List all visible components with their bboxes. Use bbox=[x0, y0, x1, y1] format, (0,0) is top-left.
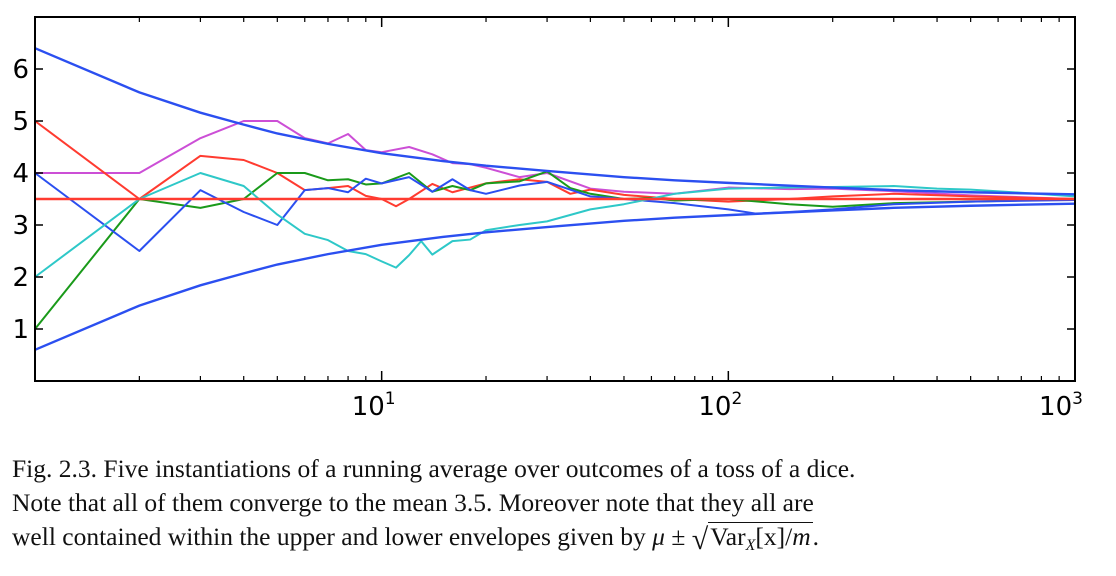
sqrt-sign-icon: √ bbox=[691, 523, 709, 556]
caption-sqrt-expression: √VarX[x]/m bbox=[692, 520, 813, 560]
caption-mu: μ bbox=[652, 522, 665, 551]
x-axis: 101 102 103 bbox=[138, 17, 1083, 422]
sqrt-body: VarX[x]/m bbox=[708, 522, 813, 560]
x-tick-label-base: 10 bbox=[698, 392, 731, 422]
y-tick-label-5: 5 bbox=[12, 107, 29, 137]
y-axis: 1 2 3 4 5 6 bbox=[12, 55, 1075, 345]
x-tick-label-1: 101 bbox=[352, 389, 396, 422]
sqrt-slash: / bbox=[785, 522, 793, 551]
y-tick-label-6: 6 bbox=[12, 55, 29, 85]
series-line-3 bbox=[34, 170, 1076, 330]
y-tick-label-4: 4 bbox=[12, 159, 29, 189]
x-tick-label-2: 102 bbox=[698, 389, 742, 422]
caption-line-3: well contained within the upper and lowe… bbox=[12, 520, 1108, 560]
x-tick-label-exponent: 2 bbox=[731, 389, 742, 409]
caption-line-1: Fig. 2.3. Five instantiations of a runni… bbox=[12, 454, 856, 483]
caption-line-3-end: . bbox=[812, 522, 819, 551]
sqrt-arg: [x] bbox=[755, 522, 786, 551]
envelope-layer bbox=[34, 47, 1076, 351]
caption-plus-minus: ± bbox=[671, 522, 686, 551]
y-tick-label-3: 3 bbox=[12, 211, 29, 241]
caption-line-2: Note that all of them converge to the me… bbox=[12, 488, 814, 517]
upper-envelope-line bbox=[34, 47, 1076, 196]
sqrt-m: m bbox=[792, 522, 811, 551]
sqrt-sub: X bbox=[745, 537, 756, 554]
x-tick-label-exponent: 3 bbox=[1072, 389, 1083, 409]
x-tick-label-3: 103 bbox=[1039, 389, 1083, 422]
caption-line-3-text: well contained within the upper and lowe… bbox=[12, 522, 646, 551]
y-tick-label-1: 1 bbox=[12, 315, 29, 345]
y-tick-label-2: 2 bbox=[12, 263, 29, 293]
lower-envelope-line bbox=[34, 202, 1076, 351]
plot-frame bbox=[34, 16, 1076, 382]
x-tick-label-base: 10 bbox=[352, 392, 385, 422]
series-layer bbox=[34, 120, 1076, 330]
x-tick-label-exponent: 1 bbox=[385, 389, 396, 409]
series-line-2 bbox=[34, 120, 1076, 208]
figure-caption: Fig. 2.3. Five instantiations of a runni… bbox=[12, 452, 1108, 560]
x-tick-label-base: 10 bbox=[1039, 392, 1072, 422]
sqrt-var: Var bbox=[710, 522, 746, 551]
